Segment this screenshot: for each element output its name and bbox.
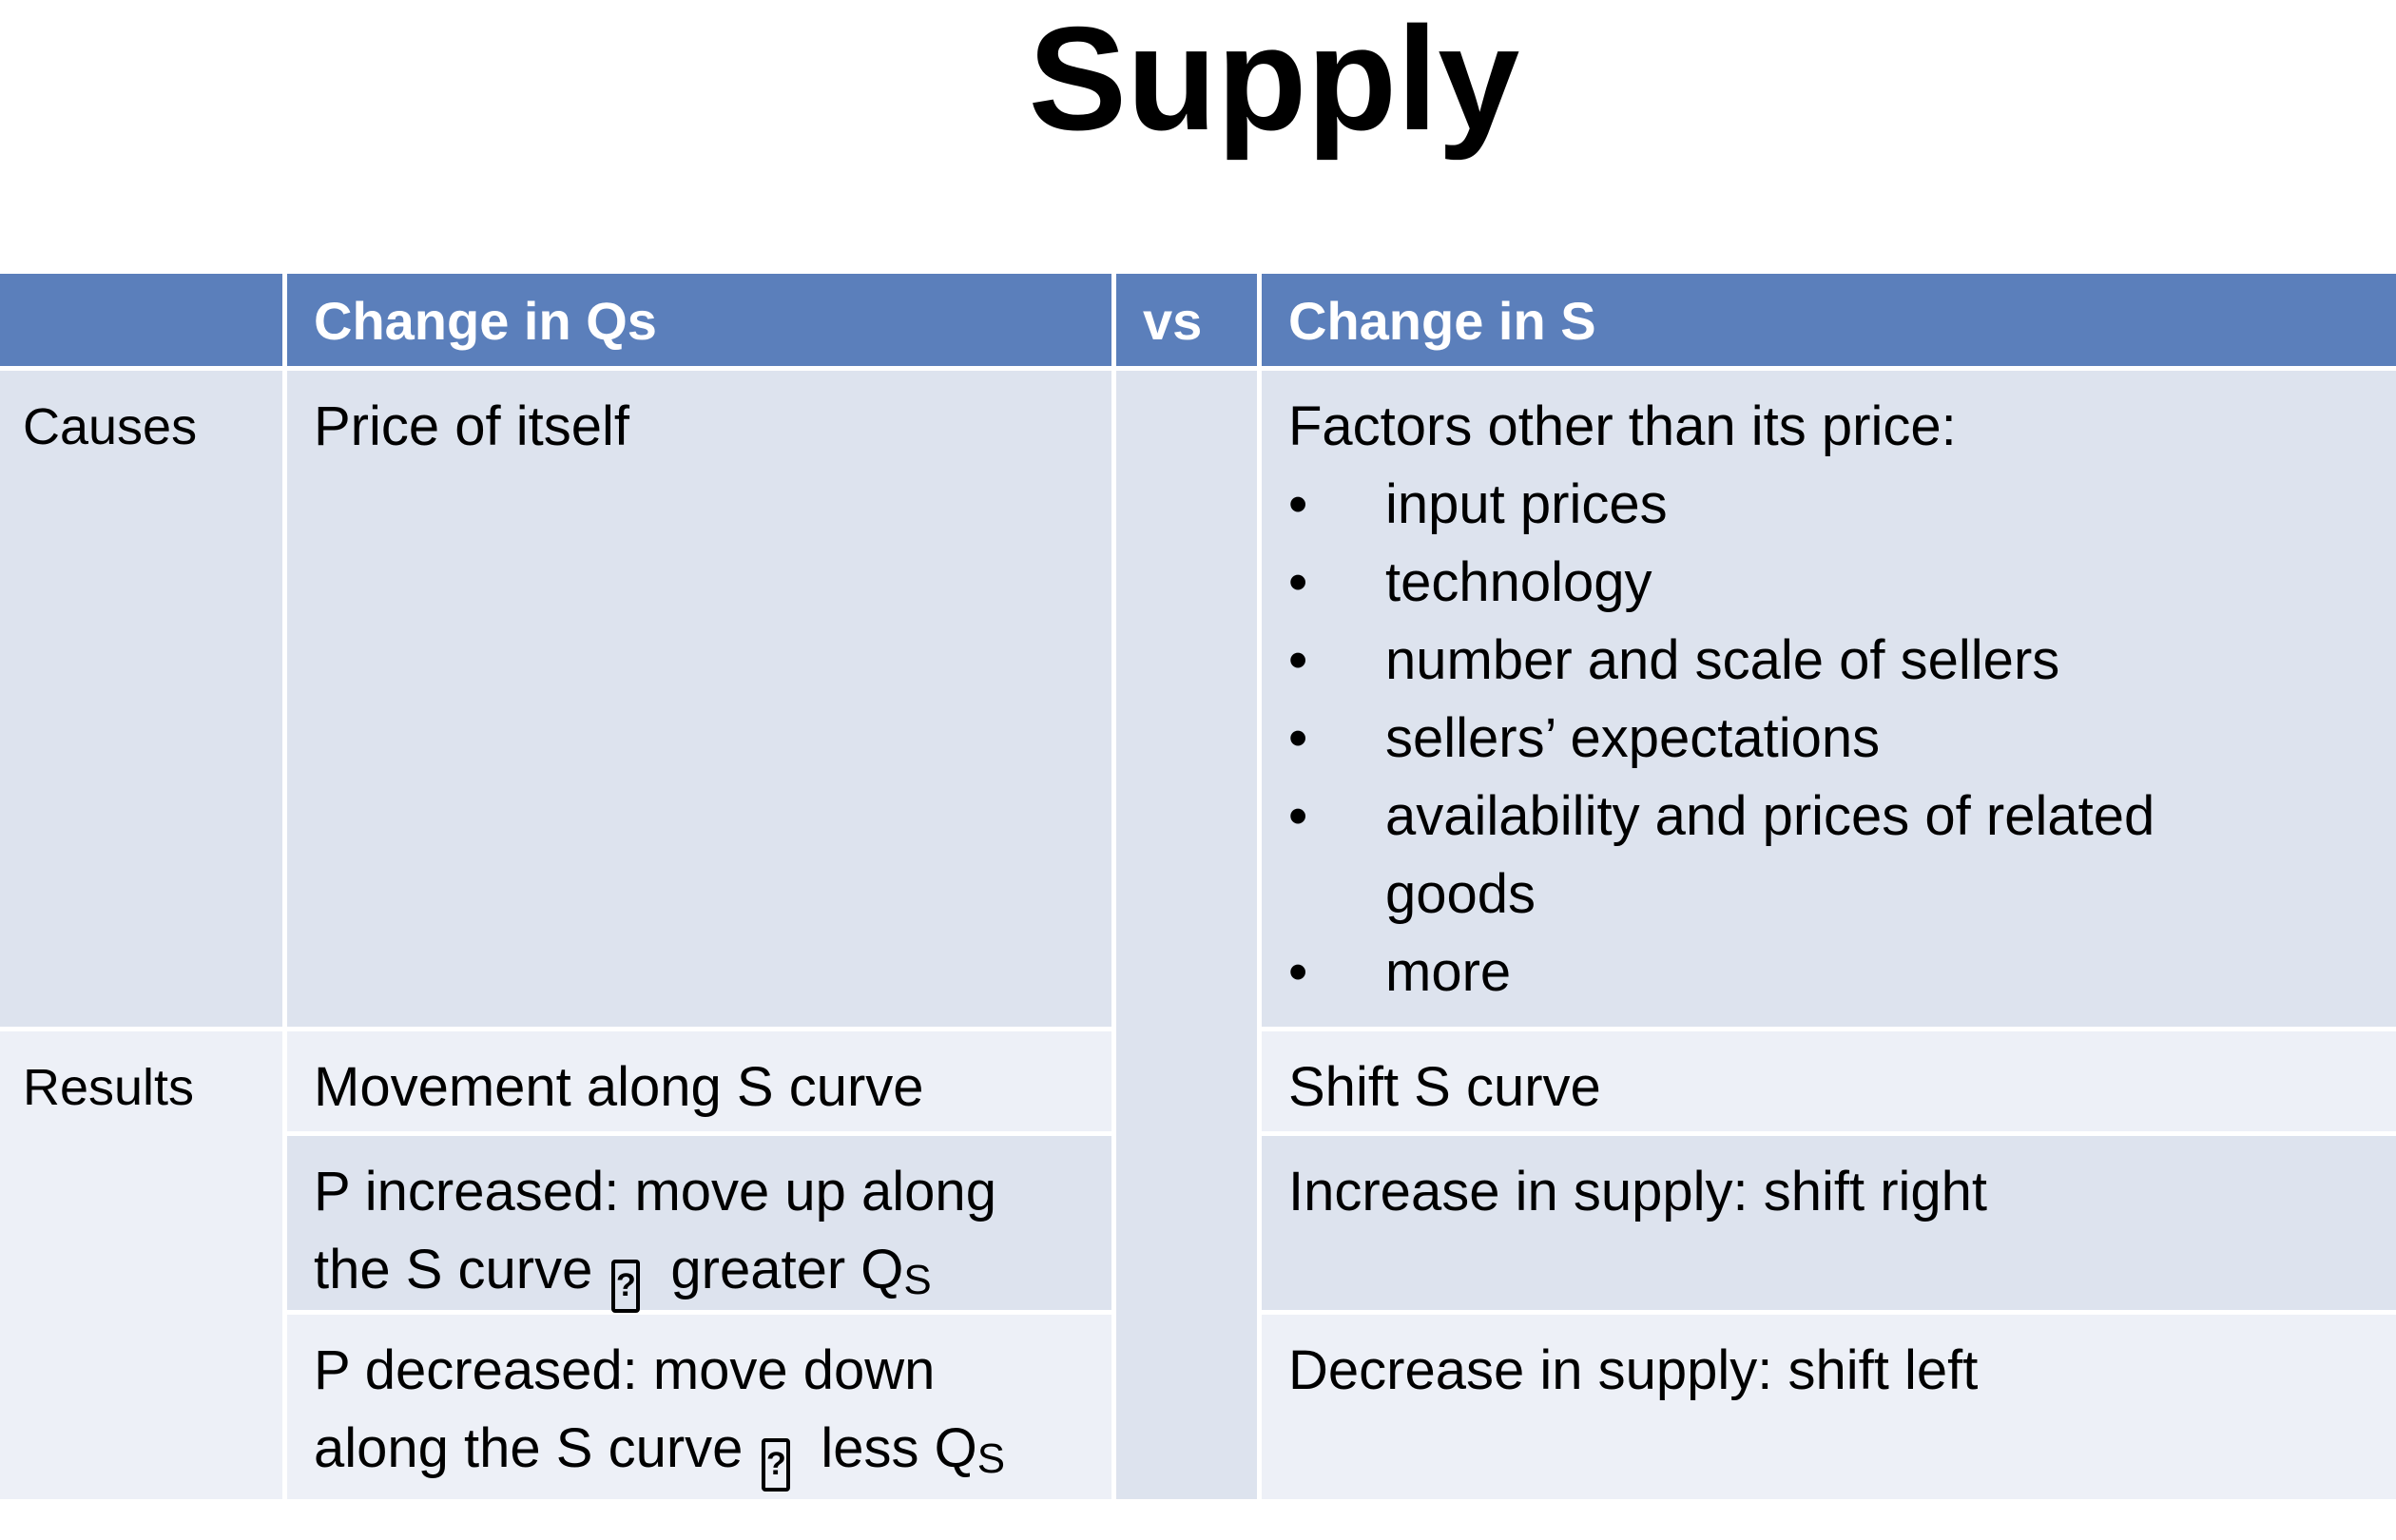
causes-qs-cell: Price of itself xyxy=(287,371,1111,1027)
results-qs-1: Movement along S curve xyxy=(287,1031,1111,1131)
header-change-s: Change in S xyxy=(1262,274,2396,366)
causes-s-cell: Factors other than its price: • input pri… xyxy=(1262,371,2396,1027)
comparison-table: Change in Qs vs Change in S Causes Price… xyxy=(0,274,2396,1499)
results-s-2: Increase in supply: shift right xyxy=(1262,1136,2396,1310)
arrow-icon: ? xyxy=(611,1260,641,1313)
vs-column xyxy=(1116,371,1257,1499)
arrow-icon: ? xyxy=(762,1438,791,1492)
header-vs: vs xyxy=(1116,274,1257,366)
row-label-results: Results xyxy=(0,1031,282,1499)
causes-qs-text: Price of itself xyxy=(314,395,629,457)
header-empty-cell xyxy=(0,274,282,366)
list-item: • more xyxy=(1288,934,2396,1011)
results-qs-2: P increased: move up along the S curve? g… xyxy=(287,1136,1111,1313)
list-item: • availability and prices of related good… xyxy=(1288,778,2396,934)
bullet-icon: • xyxy=(1288,629,1308,691)
causes-label: Causes xyxy=(23,398,198,455)
page-title: Supply xyxy=(1028,0,1520,161)
results-qs-3: P decreased: move down along the S curve… xyxy=(287,1315,1111,1499)
causes-s-list: • input prices • technology • number and sc… xyxy=(1288,466,2396,1011)
bullet-icon: • xyxy=(1288,785,1308,847)
causes-s-intro: Factors other than its price: xyxy=(1288,395,1957,457)
bullet-icon: • xyxy=(1288,707,1308,769)
results-label: Results xyxy=(23,1059,195,1116)
list-item: • input prices xyxy=(1288,466,2396,544)
row-label-causes: Causes xyxy=(0,371,282,1027)
results-s-3: Decrease in supply: shift left xyxy=(1262,1315,2396,1499)
list-item: • number and scale of sellers xyxy=(1288,622,2396,700)
bullet-icon: • xyxy=(1288,473,1308,535)
list-item: • sellers’ expectations xyxy=(1288,700,2396,778)
list-item: • technology xyxy=(1288,544,2396,622)
bullet-icon: • xyxy=(1288,941,1308,1003)
results-s-1: Shift S curve xyxy=(1262,1031,2396,1131)
bullet-icon: • xyxy=(1288,551,1308,613)
header-change-qs: Change in Qs xyxy=(287,274,1111,366)
